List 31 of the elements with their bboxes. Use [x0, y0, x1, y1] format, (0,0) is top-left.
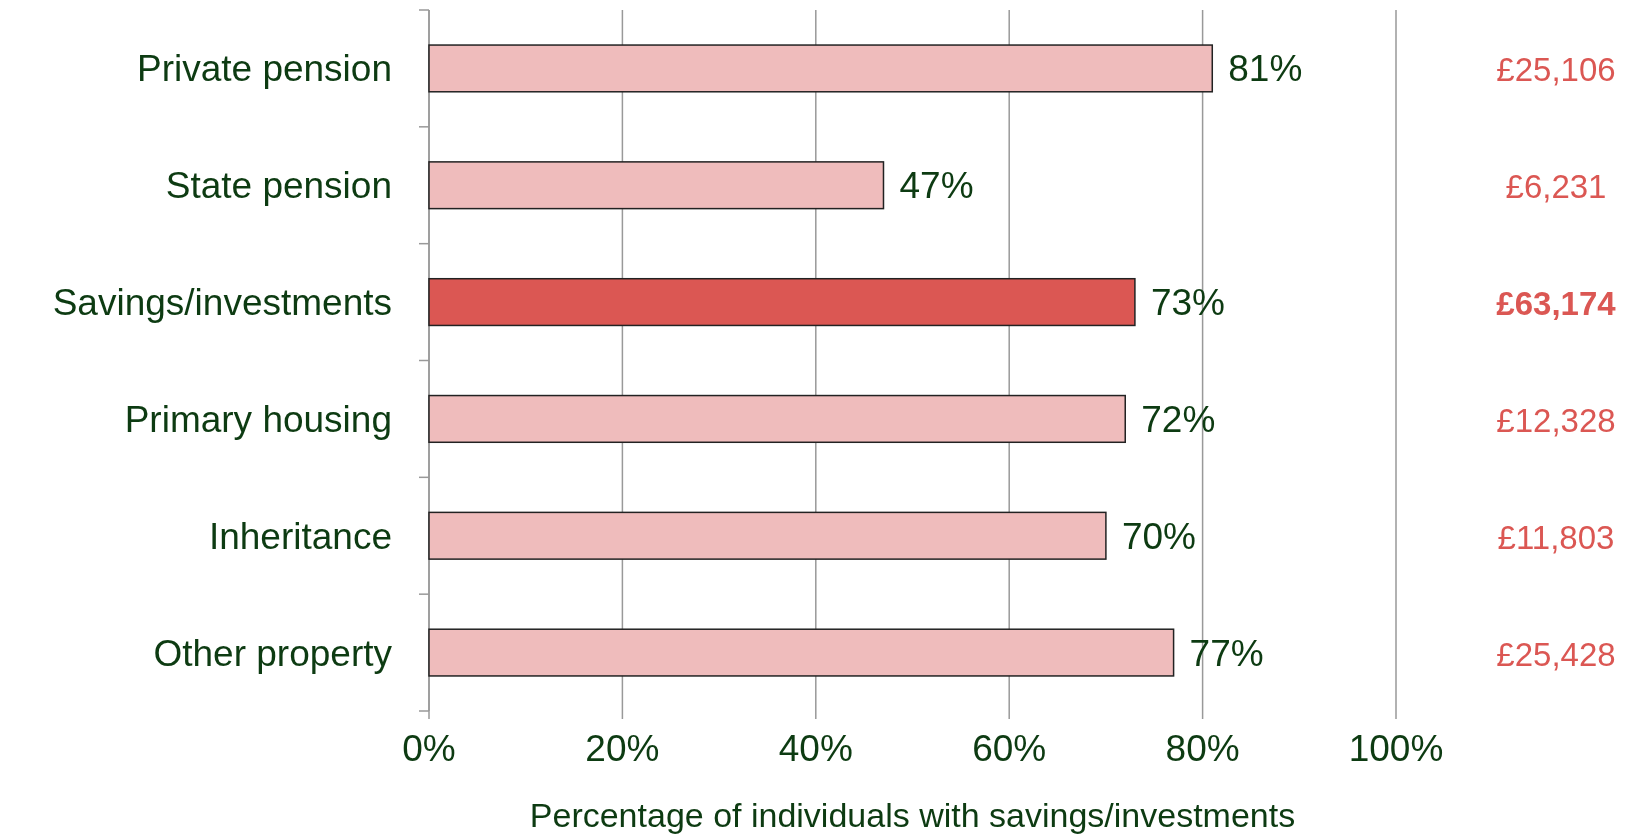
text: £6,231 [1505, 168, 1607, 206]
data-label: 77% [1189, 632, 1264, 674]
data-label: 47% [899, 165, 974, 207]
y-tick-label: Inheritance [208, 515, 392, 557]
data-label: 72% [1141, 398, 1216, 440]
text: £25,428 [1496, 635, 1616, 673]
y-tick-label: Other property [153, 632, 393, 674]
data-label: 73% [1150, 282, 1225, 324]
y-tick-label: Primary housing [124, 398, 392, 440]
x-axis-title: Percentage of individuals with savings/investments [529, 796, 1296, 834]
x-tick-label: 0% [402, 728, 456, 769]
y-tick-label: Savings/investments [52, 282, 392, 324]
text: £25,106 [1496, 51, 1616, 89]
y-tick-label: Private pension [136, 48, 392, 90]
bar [428, 277, 1136, 327]
text: £63,174 [1496, 285, 1617, 323]
data-label: 81% [1228, 48, 1303, 90]
bar [428, 161, 885, 210]
x-tick-label: 40% [778, 728, 853, 769]
x-tick-label: 100% [1348, 728, 1444, 769]
y-tick-label: State pension [165, 165, 392, 207]
text: £11,803 [1497, 518, 1615, 556]
x-tick-label: 20% [585, 728, 660, 769]
text: £12,328 [1496, 401, 1616, 439]
x-tick-label: 60% [972, 728, 1047, 769]
bar [428, 511, 1107, 560]
data-label: 70% [1121, 515, 1196, 557]
bar [428, 394, 1126, 444]
x-tick-label: 80% [1165, 728, 1240, 769]
bar [428, 44, 1214, 93]
bar [428, 628, 1175, 677]
